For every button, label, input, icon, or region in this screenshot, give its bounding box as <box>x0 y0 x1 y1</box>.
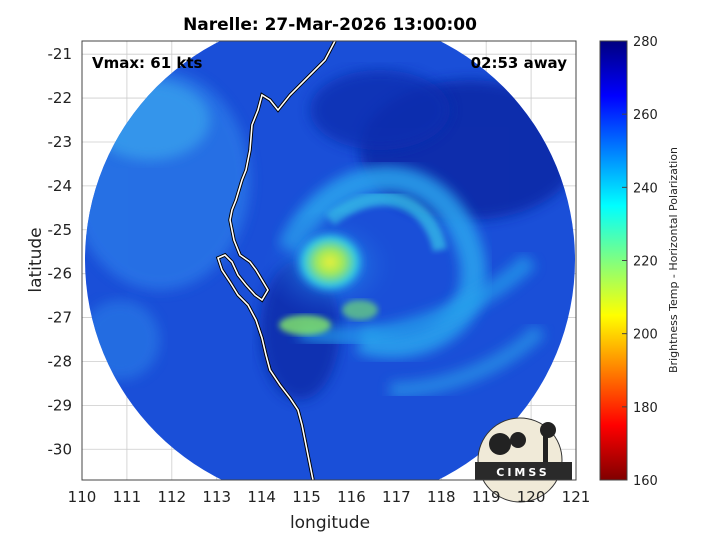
y-tick-label: -27 <box>48 309 73 327</box>
x-tick-label: 117 <box>382 488 411 506</box>
y-tick-label: -26 <box>48 265 73 283</box>
y-tick-label: -29 <box>48 396 73 414</box>
y-tick-label: -23 <box>48 133 73 151</box>
vmax-label: Vmax: 61 kts <box>92 54 202 72</box>
y-tick-label: -30 <box>48 440 73 458</box>
logo-text: CIMSS <box>496 466 549 479</box>
colorbar-tick-label: 180 <box>633 401 658 416</box>
x-tick-label: 114 <box>247 488 276 506</box>
time-away-label: 02:53 away <box>471 54 568 72</box>
colorbar-tick-label: 260 <box>633 108 658 123</box>
x-tick-label: 113 <box>202 488 231 506</box>
y-tick-label: -24 <box>48 177 73 195</box>
y-tick-label: -28 <box>48 352 73 370</box>
colorbar-tick-labels: 160 180 200 220 240 260 280 <box>622 35 658 489</box>
y-tick-label: -25 <box>48 221 73 239</box>
x-tick-label: 115 <box>292 488 321 506</box>
x-tick-label: 120 <box>517 488 546 506</box>
y-tick-labels: -21 -22 -23 -24 -25 -26 -27 -28 -29 -30 <box>48 45 73 458</box>
x-tick-label: 119 <box>472 488 501 506</box>
colorbar-tick-label: 200 <box>633 328 658 343</box>
x-tick-label: 121 <box>562 488 591 506</box>
y-tick-label: -22 <box>48 89 73 107</box>
x-tick-labels: 110 111 112 113 114 115 116 117 118 119 120 121 <box>68 488 591 506</box>
colorbar-label: Brightness Temp - Horizontal Polarizatio… <box>667 147 680 373</box>
y-tick-label: -21 <box>48 45 73 63</box>
y-axis-label: latitude <box>26 227 46 292</box>
x-tick-label: 116 <box>337 488 366 506</box>
colorbar-tick-label: 240 <box>633 181 658 196</box>
chart-title: Narelle: 27-Mar-2026 13:00:00 <box>183 15 477 35</box>
colorbar-tick-label: 220 <box>633 255 658 270</box>
cimss-logo: CIMSS <box>475 417 572 503</box>
swath-imagery <box>85 41 575 480</box>
x-tick-label: 112 <box>157 488 186 506</box>
plot-frame <box>81 40 577 481</box>
colorbar-tick-label: 160 <box>633 474 658 489</box>
x-tick-label: 118 <box>427 488 456 506</box>
x-tick-label: 111 <box>113 488 142 506</box>
x-axis-label: longitude <box>290 513 370 533</box>
colorbar-tick-label: 280 <box>633 35 658 50</box>
x-tick-label: 110 <box>68 488 97 506</box>
